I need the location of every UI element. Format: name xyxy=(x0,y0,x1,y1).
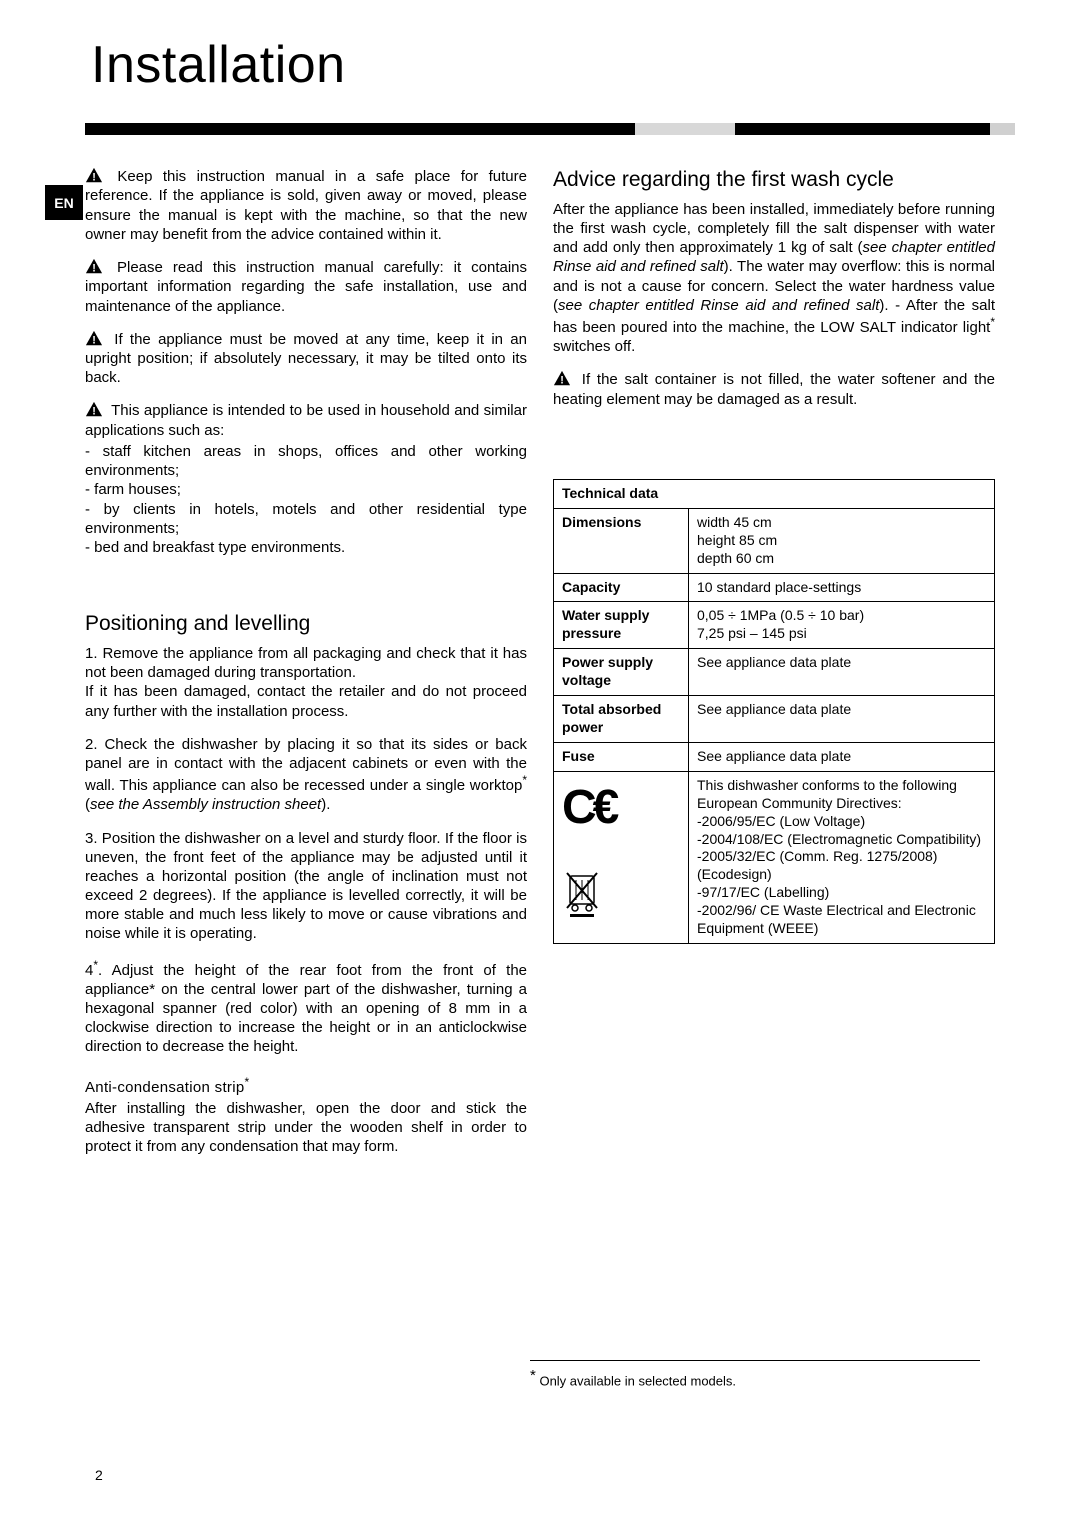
right-column: Advice regarding the first wash cycle Af… xyxy=(553,167,995,1170)
step-2-text-c: ). xyxy=(321,796,330,813)
warning-text: If the appliance must be moved at any ti… xyxy=(85,331,527,386)
header-rule-gap xyxy=(635,123,735,135)
svg-text:!: ! xyxy=(92,406,96,418)
use-list-item: - bed and breakfast type environments. xyxy=(85,538,527,557)
step-2-italic: see the Assembly instruction sheet xyxy=(90,796,321,813)
svg-text:!: ! xyxy=(92,171,96,183)
heading-anti-condensation: Anti-condensation strip* xyxy=(85,1075,527,1097)
warning-icon: ! xyxy=(85,258,103,274)
step-4: 4*. Adjust the height of the rear foot f… xyxy=(85,958,527,1057)
use-list-item: - farm houses; xyxy=(85,480,527,499)
asterisk: * xyxy=(990,315,995,329)
table-row-compliance: C€ xyxy=(554,771,995,943)
compliance-text: This dishwasher conforms to the followin… xyxy=(689,771,995,943)
row-value-water: 0,05 ÷ 1MPa (0.5 ÷ 10 bar) 7,25 psi – 14… xyxy=(689,602,995,649)
table-row: Dimensions width 45 cm height 85 cm dept… xyxy=(554,508,995,573)
compliance-icons-cell: C€ xyxy=(554,771,689,943)
header-rule-gap-right xyxy=(990,123,1015,135)
table-header: Technical data xyxy=(554,479,995,508)
row-label-absorbed: Total absorbed power xyxy=(554,696,689,743)
warning-intended-use: ! This appliance is intended to be used … xyxy=(85,401,527,440)
row-value-fuse: See appliance data plate xyxy=(689,742,995,771)
heading-first-wash: Advice regarding the first wash cycle xyxy=(553,167,995,194)
warning-keep-manual: ! Keep this instruction manual in a safe… xyxy=(85,167,527,244)
header-rule xyxy=(85,123,995,135)
heading-text: Anti-condensation strip xyxy=(85,1079,245,1096)
svg-text:!: ! xyxy=(92,334,96,346)
language-tab: EN xyxy=(45,185,83,220)
step-1b: If it has been damaged, contact the reta… xyxy=(85,682,527,720)
row-label-fuse: Fuse xyxy=(554,742,689,771)
asterisk: * xyxy=(245,1075,250,1089)
row-value-absorbed: See appliance data plate xyxy=(689,696,995,743)
table-row: Fuse See appliance data plate xyxy=(554,742,995,771)
warning-text: If the salt container is not filled, the… xyxy=(553,372,995,408)
page-number: 2 xyxy=(95,1467,103,1483)
content-columns: ! Keep this instruction manual in a safe… xyxy=(85,167,995,1170)
warning-icon: ! xyxy=(85,167,103,183)
warning-icon: ! xyxy=(553,370,571,386)
warning-icon: ! xyxy=(85,330,103,346)
step-3: 3. Position the dishwasher on a level an… xyxy=(85,829,527,944)
footnote: * Only available in selected models. xyxy=(530,1360,980,1388)
step-2-text-a: 2. Check the dishwasher by placing it so… xyxy=(85,736,527,794)
adv-d: switches off. xyxy=(553,338,635,355)
footnote-text: Only available in selected models. xyxy=(536,1373,736,1388)
warning-text: Keep this instruction manual in a safe p… xyxy=(85,168,527,243)
warning-icon: ! xyxy=(85,401,103,417)
anti-condensation-body: After installing the dishwasher, open th… xyxy=(85,1099,527,1157)
row-label-dimensions: Dimensions xyxy=(554,508,689,573)
first-wash-body: After the appliance has been installed, … xyxy=(553,200,995,357)
row-value-power: See appliance data plate xyxy=(689,649,995,696)
ce-mark-icon: C€ xyxy=(562,777,680,838)
weee-icon xyxy=(562,905,602,921)
table-header-row: Technical data xyxy=(554,479,995,508)
svg-text:!: ! xyxy=(560,375,564,387)
row-label-capacity: Capacity xyxy=(554,573,689,602)
table-row: Water supply pressure 0,05 ÷ 1MPa (0.5 ÷… xyxy=(554,602,995,649)
adv-italic2: see chapter entitled Rinse aid and refin… xyxy=(558,297,879,314)
step-4-text: . Adjust the height of the rear foot fro… xyxy=(85,962,527,1056)
step-2: 2. Check the dishwasher by placing it so… xyxy=(85,735,527,815)
technical-data-table: Technical data Dimensions width 45 cm he… xyxy=(553,479,995,944)
asterisk: * xyxy=(522,773,527,787)
warning-move-upright: ! If the appliance must be moved at any … xyxy=(85,330,527,388)
use-list-item: - by clients in hotels, motels and other… xyxy=(85,500,527,538)
row-label-power: Power supply voltage xyxy=(554,649,689,696)
left-column: ! Keep this instruction manual in a safe… xyxy=(85,167,527,1170)
table-row: Total absorbed power See appliance data … xyxy=(554,696,995,743)
row-value-capacity: 10 standard place-settings xyxy=(689,573,995,602)
page-title: Installation xyxy=(91,35,995,95)
warning-text: Please read this instruction manual care… xyxy=(85,259,527,314)
table-row: Power supply voltage See appliance data … xyxy=(554,649,995,696)
row-value-dimensions: width 45 cm height 85 cm depth 60 cm xyxy=(689,508,995,573)
warning-salt-container: ! If the salt container is not filled, t… xyxy=(553,370,995,409)
step-1: 1. Remove the appliance from all packagi… xyxy=(85,644,527,682)
row-label-water: Water supply pressure xyxy=(554,602,689,649)
warning-read-manual: ! Please read this instruction manual ca… xyxy=(85,258,527,316)
table-row: Capacity 10 standard place-settings xyxy=(554,573,995,602)
use-list-item: - staff kitchen areas in shops, offices … xyxy=(85,442,527,480)
heading-positioning: Positioning and levelling xyxy=(85,611,527,638)
warning-text: This appliance is intended to be used in… xyxy=(85,403,527,439)
svg-text:!: ! xyxy=(92,262,96,274)
